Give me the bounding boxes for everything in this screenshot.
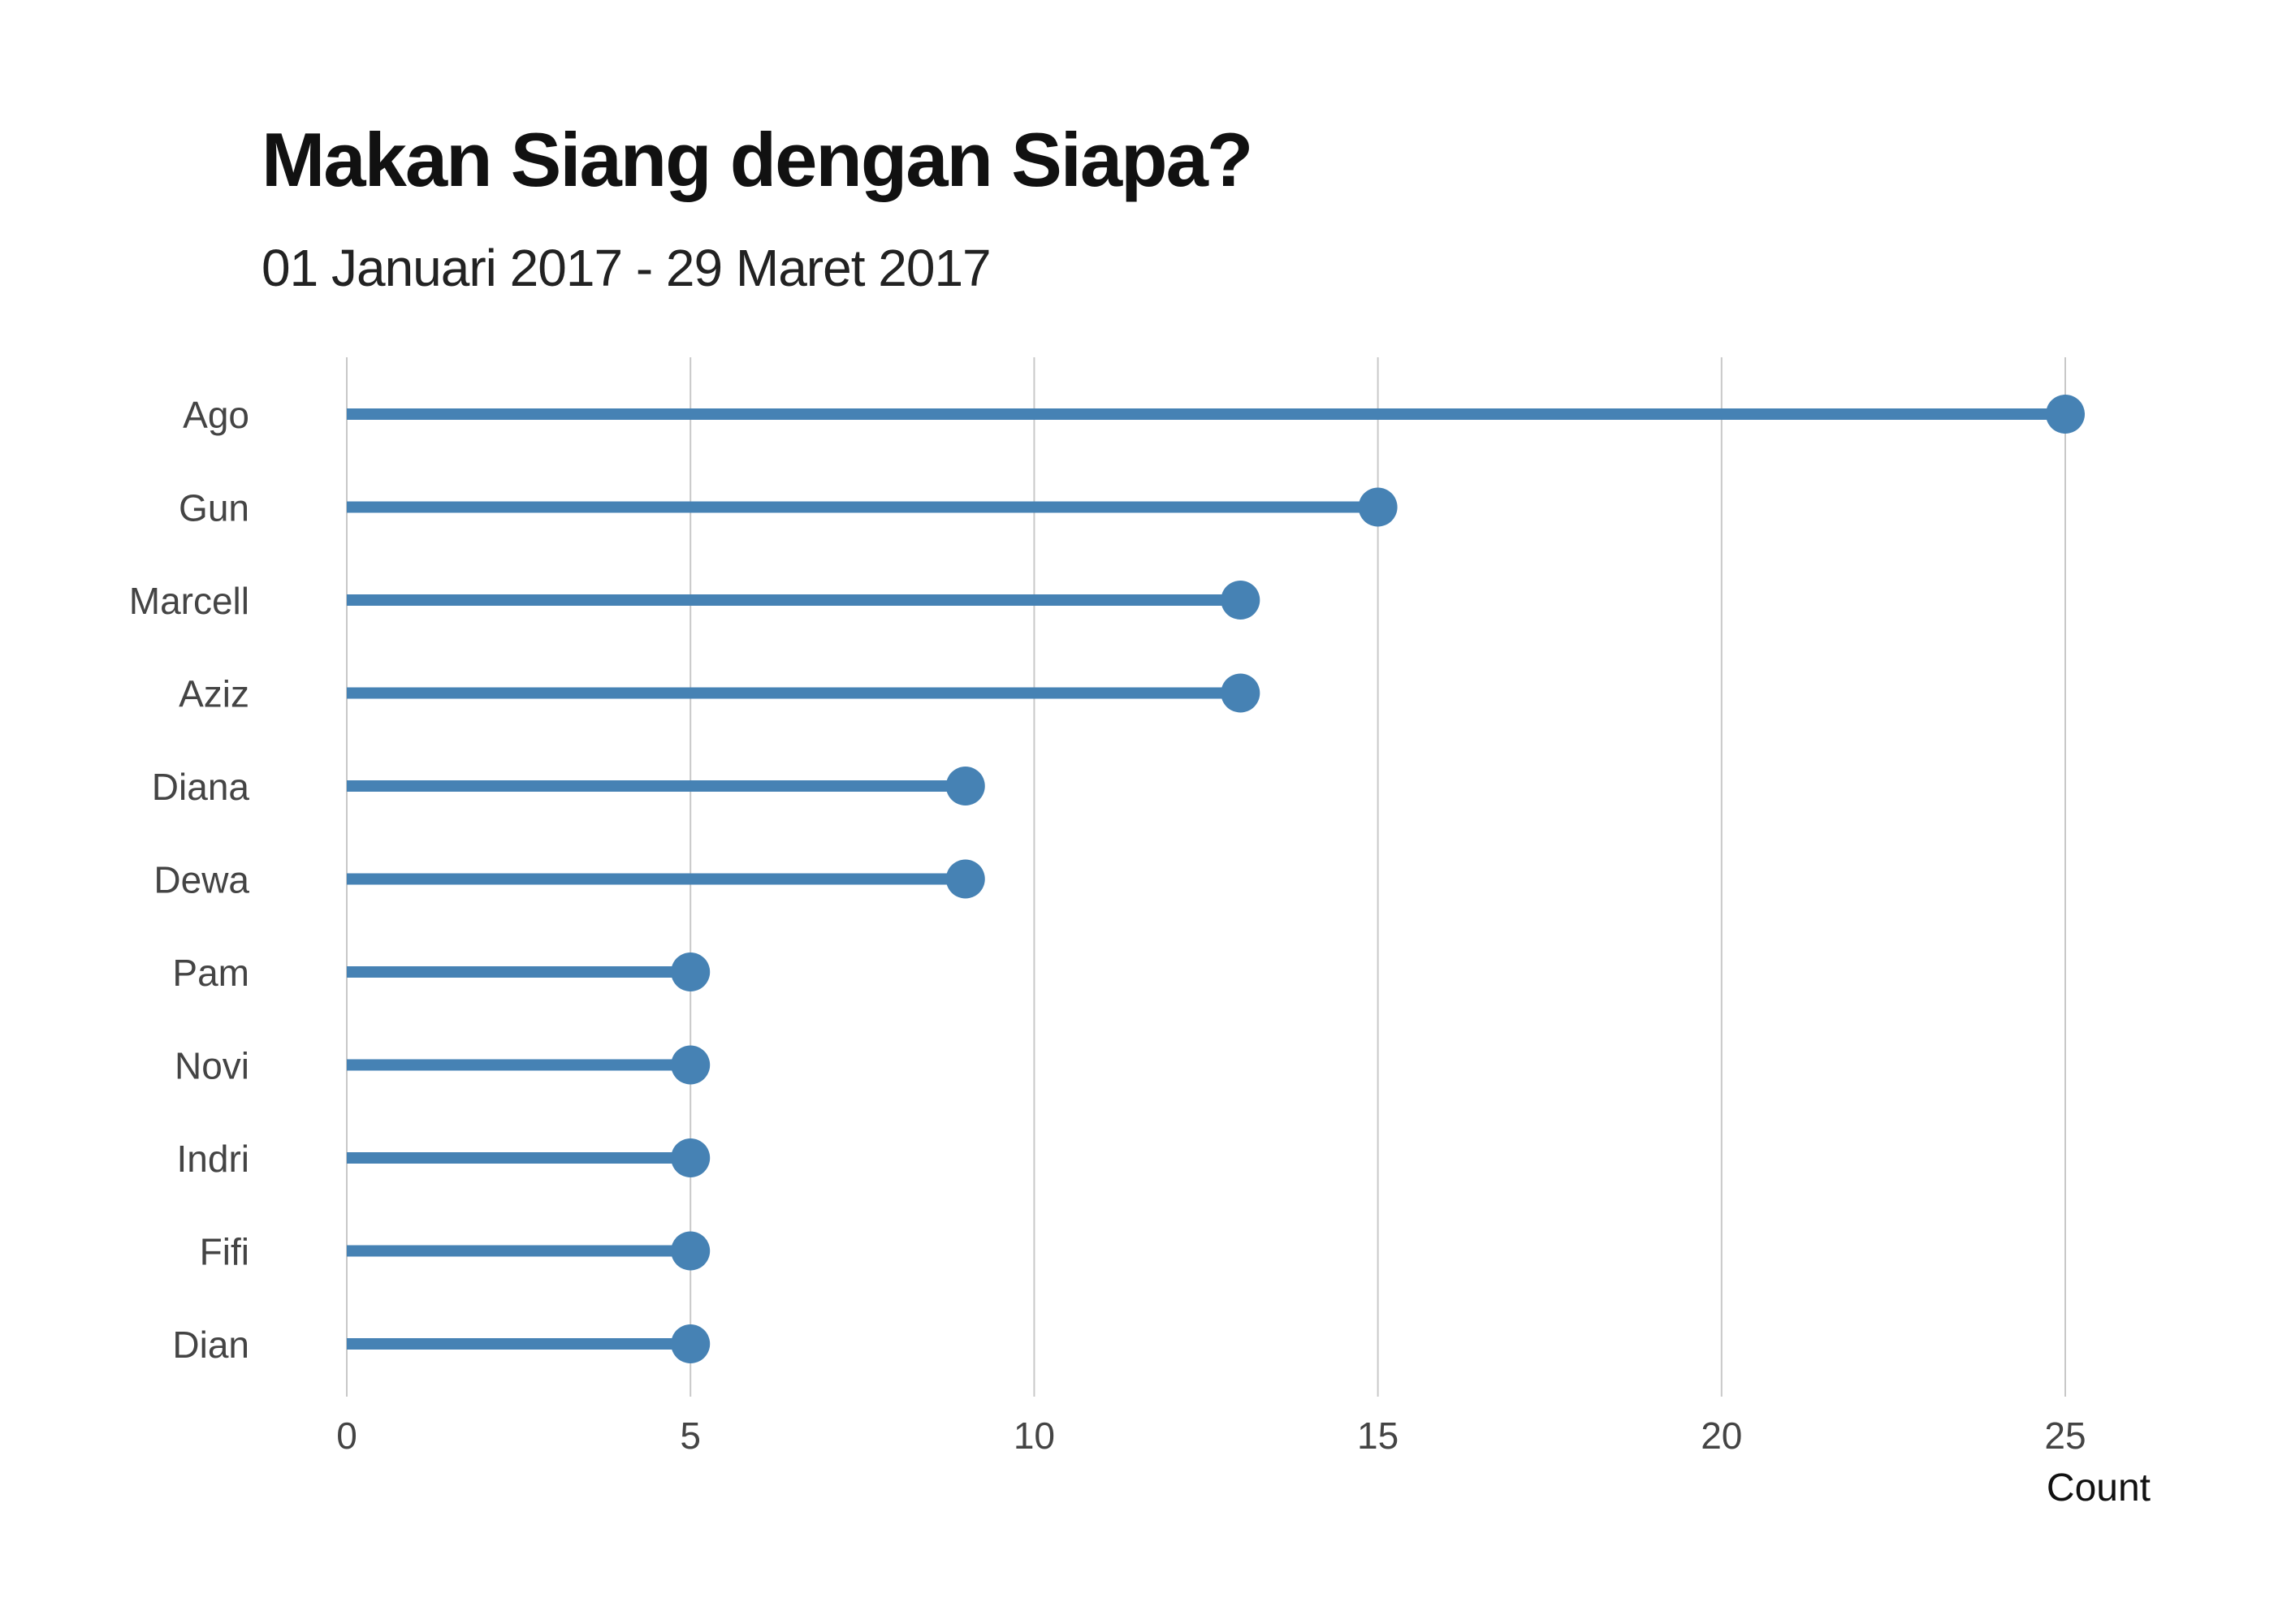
lollipop-point: [671, 1324, 711, 1363]
chart-title: Makan Siang dengan Siapa?: [262, 117, 1253, 202]
lollipop-point: [2046, 395, 2085, 434]
y-category-label: Novi: [175, 1045, 249, 1087]
x-tick-label: 25: [2044, 1415, 2086, 1457]
y-category-label: Dian: [172, 1324, 249, 1366]
lollipop-point: [945, 767, 985, 806]
y-category-label: Dewa: [153, 859, 249, 901]
y-category-label: Aziz: [179, 673, 249, 715]
x-axis-ticks: 0 5 10 15 20 25: [336, 1415, 2086, 1457]
x-tick-label: 0: [336, 1415, 357, 1457]
y-category-label: Pam: [172, 952, 249, 994]
chart-marks: [347, 395, 2085, 1363]
y-category-label: Indri: [177, 1138, 249, 1180]
y-category-label: Marcell: [129, 580, 249, 622]
x-tick-label: 10: [1014, 1415, 1055, 1457]
lollipop-point: [671, 952, 711, 991]
lollipop-point: [671, 1231, 711, 1271]
x-tick-label: 15: [1357, 1415, 1399, 1457]
x-tick-label: 20: [1701, 1415, 1742, 1457]
lollipop-point: [945, 859, 985, 899]
x-axis-title: Count: [2047, 1466, 2151, 1510]
lollipop-point: [1221, 581, 1260, 620]
y-category-label: Ago: [183, 394, 249, 436]
y-category-label: Gun: [179, 487, 249, 529]
lollipop-point: [1221, 673, 1260, 713]
y-axis-categories: Ago Gun Marcell Aziz Diana Dewa Pam Novi Indri Fi…: [129, 394, 250, 1366]
y-category-label: Diana: [152, 766, 250, 808]
lollipop-point: [1358, 487, 1398, 527]
x-tick-label: 5: [680, 1415, 701, 1457]
lollipop-point: [671, 1138, 711, 1177]
chart-subtitle: 01 Januari 2017 - 29 Maret 2017: [262, 239, 992, 297]
y-category-label: Fifi: [200, 1231, 249, 1273]
lollipop-point: [671, 1045, 711, 1085]
